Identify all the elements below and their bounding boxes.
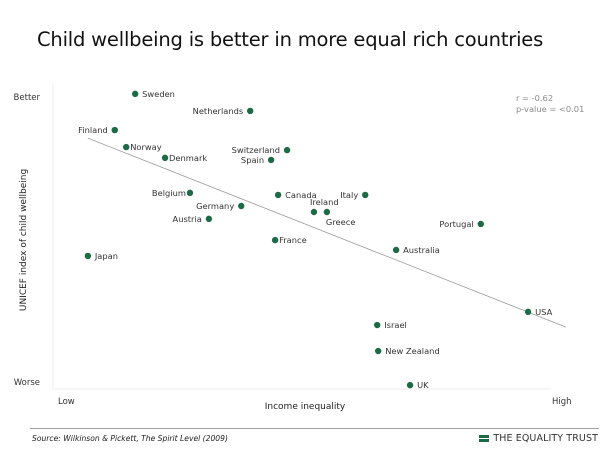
point-label-usa: USA bbox=[535, 307, 552, 317]
point-label-new-zealand: New Zealand bbox=[385, 346, 440, 356]
data-point-uk bbox=[406, 381, 414, 389]
data-point-norway bbox=[123, 143, 130, 151]
chart-title: Child wellbeing is better in more equal … bbox=[37, 28, 544, 51]
data-point-finland bbox=[111, 126, 118, 134]
stat-p-value: p-value = <0.01 bbox=[516, 104, 584, 114]
data-point-austria bbox=[205, 215, 213, 223]
data-point-denmark bbox=[161, 154, 169, 162]
data-point-spain bbox=[267, 156, 275, 164]
y-axis-title: UNICEF index of child wellbeing bbox=[19, 169, 29, 311]
data-point-australia bbox=[392, 246, 400, 254]
point-label-italy: Italy bbox=[340, 190, 358, 200]
point-label-japan: Japan bbox=[94, 251, 118, 261]
point-label-belgium: Belgium bbox=[152, 188, 186, 198]
data-point-switzerland bbox=[283, 146, 291, 154]
data-point-germany bbox=[238, 202, 245, 210]
source-citation: Source: Wilkinson & Pickett, The Spirit … bbox=[32, 434, 228, 443]
data-point-canada bbox=[274, 191, 282, 199]
point-label-germany: Germany bbox=[196, 201, 234, 211]
stat-r-value: r = -0.62 bbox=[516, 93, 553, 103]
brand-name: THE EQUALITY TRUST bbox=[493, 433, 598, 444]
point-label-israel: Israel bbox=[384, 320, 407, 330]
data-point-new-zealand bbox=[374, 347, 382, 355]
data-points: Sweden Netherlands Finland Norway Switzerlan… bbox=[78, 89, 552, 390]
point-label-austria: Austria bbox=[173, 214, 202, 224]
point-label-france: France bbox=[279, 235, 307, 245]
data-point-portugal bbox=[477, 220, 484, 228]
point-label-denmark: Denmark bbox=[169, 153, 207, 163]
point-label-portugal: Portugal bbox=[439, 219, 473, 229]
point-label-uk: UK bbox=[417, 380, 429, 390]
data-point-japan bbox=[84, 252, 92, 260]
point-label-australia: Australia bbox=[403, 245, 440, 255]
point-label-switzerland: Switzerland bbox=[232, 145, 280, 155]
data-point-israel bbox=[373, 321, 381, 329]
point-label-spain: Spain bbox=[241, 155, 264, 165]
x-axis-title: Income inequality bbox=[265, 402, 346, 412]
data-point-sweden bbox=[131, 90, 139, 98]
trend-line bbox=[87, 137, 567, 328]
y-tick-worse: Worse bbox=[14, 378, 40, 388]
x-tick-high: High bbox=[552, 397, 572, 407]
point-label-canada: Canada bbox=[285, 190, 317, 200]
data-point-italy bbox=[362, 191, 369, 199]
x-tick-low: Low bbox=[58, 397, 75, 407]
data-point-netherlands bbox=[247, 107, 254, 115]
equals-bars-icon bbox=[479, 435, 490, 442]
data-point-belgium bbox=[186, 189, 194, 197]
footer-divider bbox=[30, 428, 599, 429]
brand-logo: THE EQUALITY TRUST bbox=[479, 433, 598, 444]
point-label-finland: Finland bbox=[78, 125, 108, 135]
y-tick-better: Better bbox=[14, 93, 41, 103]
data-point-france bbox=[271, 236, 279, 244]
point-label-greece: Greece bbox=[326, 217, 356, 227]
data-point-usa bbox=[524, 308, 532, 316]
point-label-norway: Norway bbox=[130, 142, 162, 152]
data-point-greece bbox=[323, 208, 331, 216]
data-point-ireland bbox=[310, 208, 318, 216]
point-label-sweden: Sweden bbox=[142, 89, 175, 99]
point-label-ireland: Ireland bbox=[310, 197, 339, 207]
point-label-netherlands: Netherlands bbox=[193, 106, 244, 116]
